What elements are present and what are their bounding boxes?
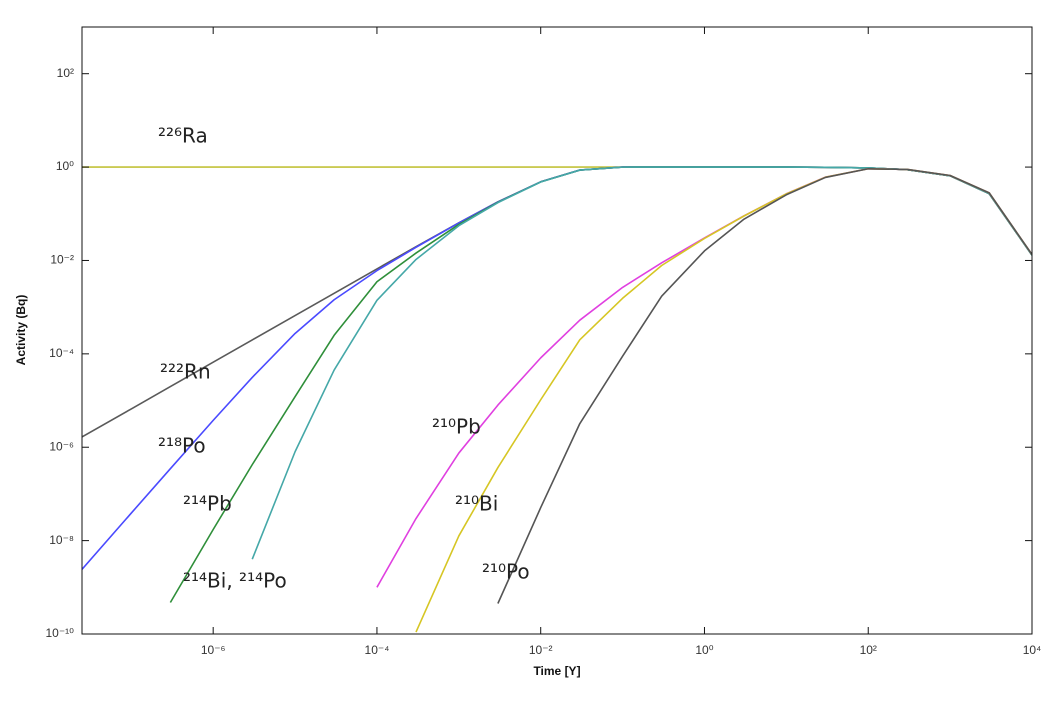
curve-label: ²²⁶Ra [158, 124, 208, 148]
y-tick-label: 10⁻⁶ [49, 439, 74, 453]
y-tick-label: 10² [57, 66, 74, 80]
x-tick-label: 10⁻⁶ [201, 643, 226, 657]
curve-label: ²¹⁰Bi [455, 492, 498, 516]
curve-label: ²¹⁴Bi, ²¹⁴Po [183, 569, 287, 593]
curve-label: ²²²Rn [160, 360, 211, 384]
x-tick-label: 10⁻² [529, 643, 553, 657]
curve-label: ²¹⁰Po [482, 560, 530, 584]
plot-lines [82, 166, 1032, 633]
y-tick-label: 10⁻¹⁰ [46, 626, 75, 640]
series-line [497, 167, 1032, 604]
curve-label: ²¹⁰Pb [432, 415, 481, 439]
curve-label: ²¹⁸Po [158, 434, 206, 458]
x-tick-label: 10⁴ [1023, 643, 1042, 657]
x-tick-label: 10⁰ [695, 643, 713, 657]
x-tick-label: 10² [860, 643, 877, 657]
y-axis-label: Activity (Bq) [14, 295, 28, 366]
x-axis-label: Time [Y] [533, 664, 580, 678]
x-tick-label: 10⁻⁴ [365, 643, 390, 657]
plot-frame [81, 26, 1033, 635]
curve-label: ²¹⁴Pb [183, 492, 232, 516]
y-tick-label: 10⁰ [56, 159, 74, 173]
y-tick-label: 10⁻⁴ [49, 346, 74, 360]
y-tick-label: 10⁻⁸ [49, 533, 74, 547]
y-tick-label: 10⁻² [50, 253, 74, 267]
